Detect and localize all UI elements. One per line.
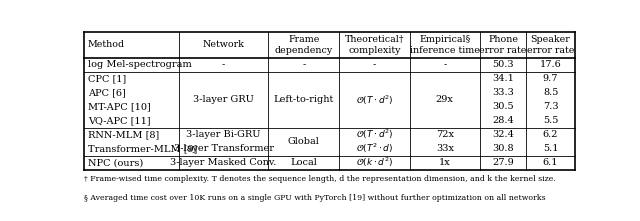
Text: Local: Local <box>291 158 317 167</box>
Text: Speaker
error rate: Speaker error rate <box>527 35 574 55</box>
Text: 5.1: 5.1 <box>543 144 558 153</box>
Text: $\mathcal{O}(T^2 \cdot d)$: $\mathcal{O}(T^2 \cdot d)$ <box>356 142 393 155</box>
Text: NPC (ours): NPC (ours) <box>88 158 143 167</box>
Text: 28.4: 28.4 <box>492 116 514 125</box>
Text: § Averaged time cost over 10K runs on a single GPU with PyTorch [19] without fur: § Averaged time cost over 10K runs on a … <box>84 194 545 202</box>
Text: 3-layer Bi-GRU: 3-layer Bi-GRU <box>186 130 261 139</box>
Text: 3-layer Masked Conv.: 3-layer Masked Conv. <box>170 158 277 167</box>
Text: RNN-MLM [8]: RNN-MLM [8] <box>88 130 159 139</box>
Text: log Mel-spectrogram: log Mel-spectrogram <box>88 61 192 69</box>
Text: 6.2: 6.2 <box>543 130 558 139</box>
Text: Frame
dependency: Frame dependency <box>275 35 333 55</box>
Text: 30.5: 30.5 <box>492 102 514 111</box>
Text: -: - <box>302 61 305 69</box>
Text: VQ-APC [11]: VQ-APC [11] <box>88 116 150 125</box>
Text: 8.5: 8.5 <box>543 88 558 97</box>
Text: Theoretical†
complexity: Theoretical† complexity <box>344 35 404 55</box>
Text: 33x: 33x <box>436 144 454 153</box>
Text: -: - <box>222 61 225 69</box>
Text: 6.1: 6.1 <box>543 158 558 167</box>
Text: 3-layer Transformer: 3-layer Transformer <box>173 144 274 153</box>
Text: 32.4: 32.4 <box>492 130 514 139</box>
Text: Left-to-right: Left-to-right <box>273 95 334 104</box>
Text: 30.8: 30.8 <box>492 144 514 153</box>
Text: 7.3: 7.3 <box>543 102 559 111</box>
Text: -: - <box>372 61 376 69</box>
Text: MT-APC [10]: MT-APC [10] <box>88 102 150 111</box>
Text: CPC [1]: CPC [1] <box>88 74 126 84</box>
Text: 5.5: 5.5 <box>543 116 558 125</box>
Text: $\mathcal{O}(T \cdot d^2)$: $\mathcal{O}(T \cdot d^2)$ <box>356 93 393 107</box>
Text: APC [6]: APC [6] <box>88 88 125 97</box>
Text: Phone
error rate: Phone error rate <box>479 35 527 55</box>
Text: 29x: 29x <box>436 95 454 104</box>
Text: 34.1: 34.1 <box>492 74 514 84</box>
Text: Global: Global <box>288 137 319 146</box>
Text: Method: Method <box>88 40 125 49</box>
Text: 33.3: 33.3 <box>492 88 514 97</box>
Text: † Frame-wised time complexity. T denotes the sequence length, d the representati: † Frame-wised time complexity. T denotes… <box>84 175 556 183</box>
Text: -: - <box>443 61 447 69</box>
Text: $\mathcal{O}(k \cdot d^2)$: $\mathcal{O}(k \cdot d^2)$ <box>356 156 393 169</box>
Text: Empirical§
inference time: Empirical§ inference time <box>410 35 480 55</box>
Text: 17.6: 17.6 <box>540 61 561 69</box>
Text: Network: Network <box>203 40 244 49</box>
Text: 72x: 72x <box>436 130 454 139</box>
Text: 9.7: 9.7 <box>543 74 558 84</box>
Text: 27.9: 27.9 <box>492 158 514 167</box>
Text: $\mathcal{O}(T \cdot d^2)$: $\mathcal{O}(T \cdot d^2)$ <box>356 128 393 141</box>
Text: 50.3: 50.3 <box>492 61 514 69</box>
Text: Transformer-MLM [9]: Transformer-MLM [9] <box>88 144 197 153</box>
Text: 3-layer GRU: 3-layer GRU <box>193 95 254 104</box>
Text: 1x: 1x <box>439 158 451 167</box>
